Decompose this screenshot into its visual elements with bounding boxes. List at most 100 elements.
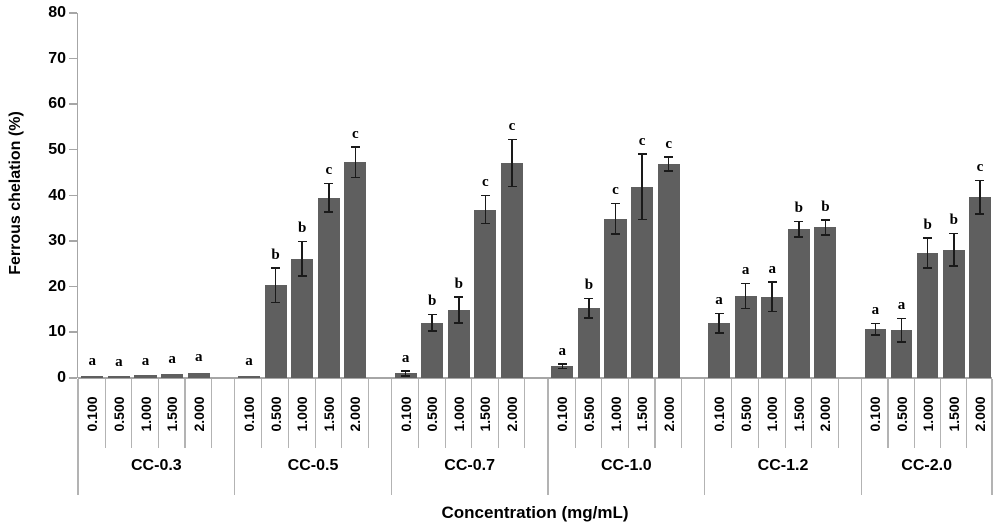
group-separator-line <box>991 379 993 495</box>
y-axis-tick <box>69 240 77 242</box>
significance-letter: c <box>665 135 673 152</box>
x-tick-label: 0.500 <box>893 396 910 432</box>
error-bar-line <box>301 242 303 276</box>
error-bar-cap-top <box>271 267 281 269</box>
y-axis-tick <box>69 57 77 60</box>
x-axis-line <box>78 377 992 379</box>
group-label-CC-2.0: CC-2.0 <box>901 457 952 474</box>
x-tick-label: 2.000 <box>660 396 677 432</box>
bar-CC-1.0-0.100 <box>551 366 574 378</box>
error-bar-line <box>354 147 357 177</box>
significance-letter: c <box>638 132 646 149</box>
bar-CC-2.0-0.500 <box>890 330 913 378</box>
bar-CC-1.0-1.500 <box>631 186 654 378</box>
tick-separator-line <box>887 379 889 448</box>
error-bar-cap-top <box>664 156 674 158</box>
bar-CC-2.0-2.000 <box>969 197 991 378</box>
bar-CC-1.0-0.500 <box>577 308 600 378</box>
bar-CC-1.0-1.000 <box>604 218 627 378</box>
significance-letter: a <box>115 353 123 370</box>
y-tick-label: 20 <box>48 277 66 295</box>
significance-letter: b <box>794 200 803 217</box>
significance-letter: b <box>298 220 307 237</box>
tick-separator-line <box>939 379 941 448</box>
significance-letter: c <box>612 182 619 199</box>
y-tick-label: 40 <box>48 186 66 204</box>
x-tick-label: 0.500 <box>110 396 127 432</box>
error-bar-cap-bottom <box>767 310 777 313</box>
error-bar-cap-top <box>923 237 933 239</box>
x-tick-label: 1.000 <box>294 396 311 432</box>
tick-separator-line <box>497 379 499 448</box>
error-bar-line <box>667 157 670 171</box>
bar-CC-2.0-1.000 <box>916 252 939 378</box>
tick-separator-line <box>965 379 968 448</box>
error-bar-cap-top <box>949 232 959 235</box>
error-bar-cap-top <box>584 297 594 300</box>
x-tick-label: 1.000 <box>919 396 936 432</box>
error-bar-cap-bottom <box>975 213 985 215</box>
error-bar-line <box>771 282 773 311</box>
bar-CC-0.3-1.000 <box>134 375 157 378</box>
error-bar-cap-top <box>427 313 437 316</box>
error-bar-cap-top <box>975 179 985 182</box>
error-bar-line <box>900 319 903 342</box>
bar-CC-1.2-1.000 <box>761 296 784 378</box>
group-separator-line <box>77 379 79 495</box>
y-tick-label: 0 <box>57 369 66 386</box>
error-bar-cap-top <box>767 281 777 283</box>
error-bar-cap-bottom <box>507 185 517 188</box>
y-axis-tick <box>69 148 77 151</box>
error-bar-line <box>458 297 460 323</box>
x-tick-label: 1.000 <box>450 396 467 432</box>
bar-CC-1.2-2.000 <box>814 227 837 378</box>
tick-separator-line <box>471 379 473 448</box>
group-separator-line <box>234 379 236 495</box>
x-tick-label: 0.500 <box>580 396 597 432</box>
x-tick-label: 0.100 <box>397 396 414 432</box>
significance-letter: b <box>271 246 280 263</box>
error-bar-cap-bottom <box>557 367 567 369</box>
error-bar-cap-bottom <box>454 322 464 324</box>
tick-separator-line <box>811 379 813 448</box>
x-tick-label: 0.500 <box>267 396 284 432</box>
y-axis-tick <box>69 12 77 14</box>
error-bar-line <box>874 324 877 335</box>
x-tick-label: 0.500 <box>737 396 754 432</box>
error-bar-cap-bottom <box>297 275 307 277</box>
error-bar-cap-bottom <box>584 317 594 319</box>
x-tick-label: 0.100 <box>711 396 727 432</box>
y-axis-tick <box>69 377 77 379</box>
bar-CC-1.0-2.000 <box>657 164 680 378</box>
tick-separator-line <box>731 379 733 448</box>
bar-CC-0.3-0.500 <box>107 376 130 378</box>
significance-letter: a <box>194 349 203 366</box>
y-tick-label: 50 <box>48 140 66 158</box>
tick-separator-line <box>444 379 446 448</box>
significance-letter: a <box>715 292 723 309</box>
group-separator-line <box>547 379 549 495</box>
error-bar-line <box>641 154 643 219</box>
tick-separator-line <box>314 379 316 448</box>
significance-letter: a <box>871 302 880 319</box>
significance-letter: c <box>976 159 984 176</box>
bar-CC-1.2-1.500 <box>787 229 810 378</box>
x-tick-label: 2.000 <box>817 396 834 432</box>
error-bar-line <box>824 220 827 235</box>
error-bar-cap-top <box>794 220 804 223</box>
x-tick-label: 0.500 <box>424 396 441 432</box>
y-axis-tick <box>69 285 77 288</box>
bar-CC-0.5-0.100 <box>237 375 261 378</box>
tick-separator-line <box>287 379 290 448</box>
error-bar-cap-top <box>350 146 360 148</box>
bar-CC-1.2-0.100 <box>707 323 731 378</box>
group-separator-line <box>390 379 392 495</box>
error-bar-cap-bottom <box>480 222 490 225</box>
y-tick-label: 30 <box>48 232 66 250</box>
tick-separator-line <box>654 379 656 448</box>
error-bar-cap-top <box>820 219 830 221</box>
tick-separator-line <box>367 379 369 448</box>
error-bar-cap-top <box>324 182 334 185</box>
error-bar-cap-bottom <box>664 170 674 172</box>
tick-separator-line <box>913 379 915 448</box>
